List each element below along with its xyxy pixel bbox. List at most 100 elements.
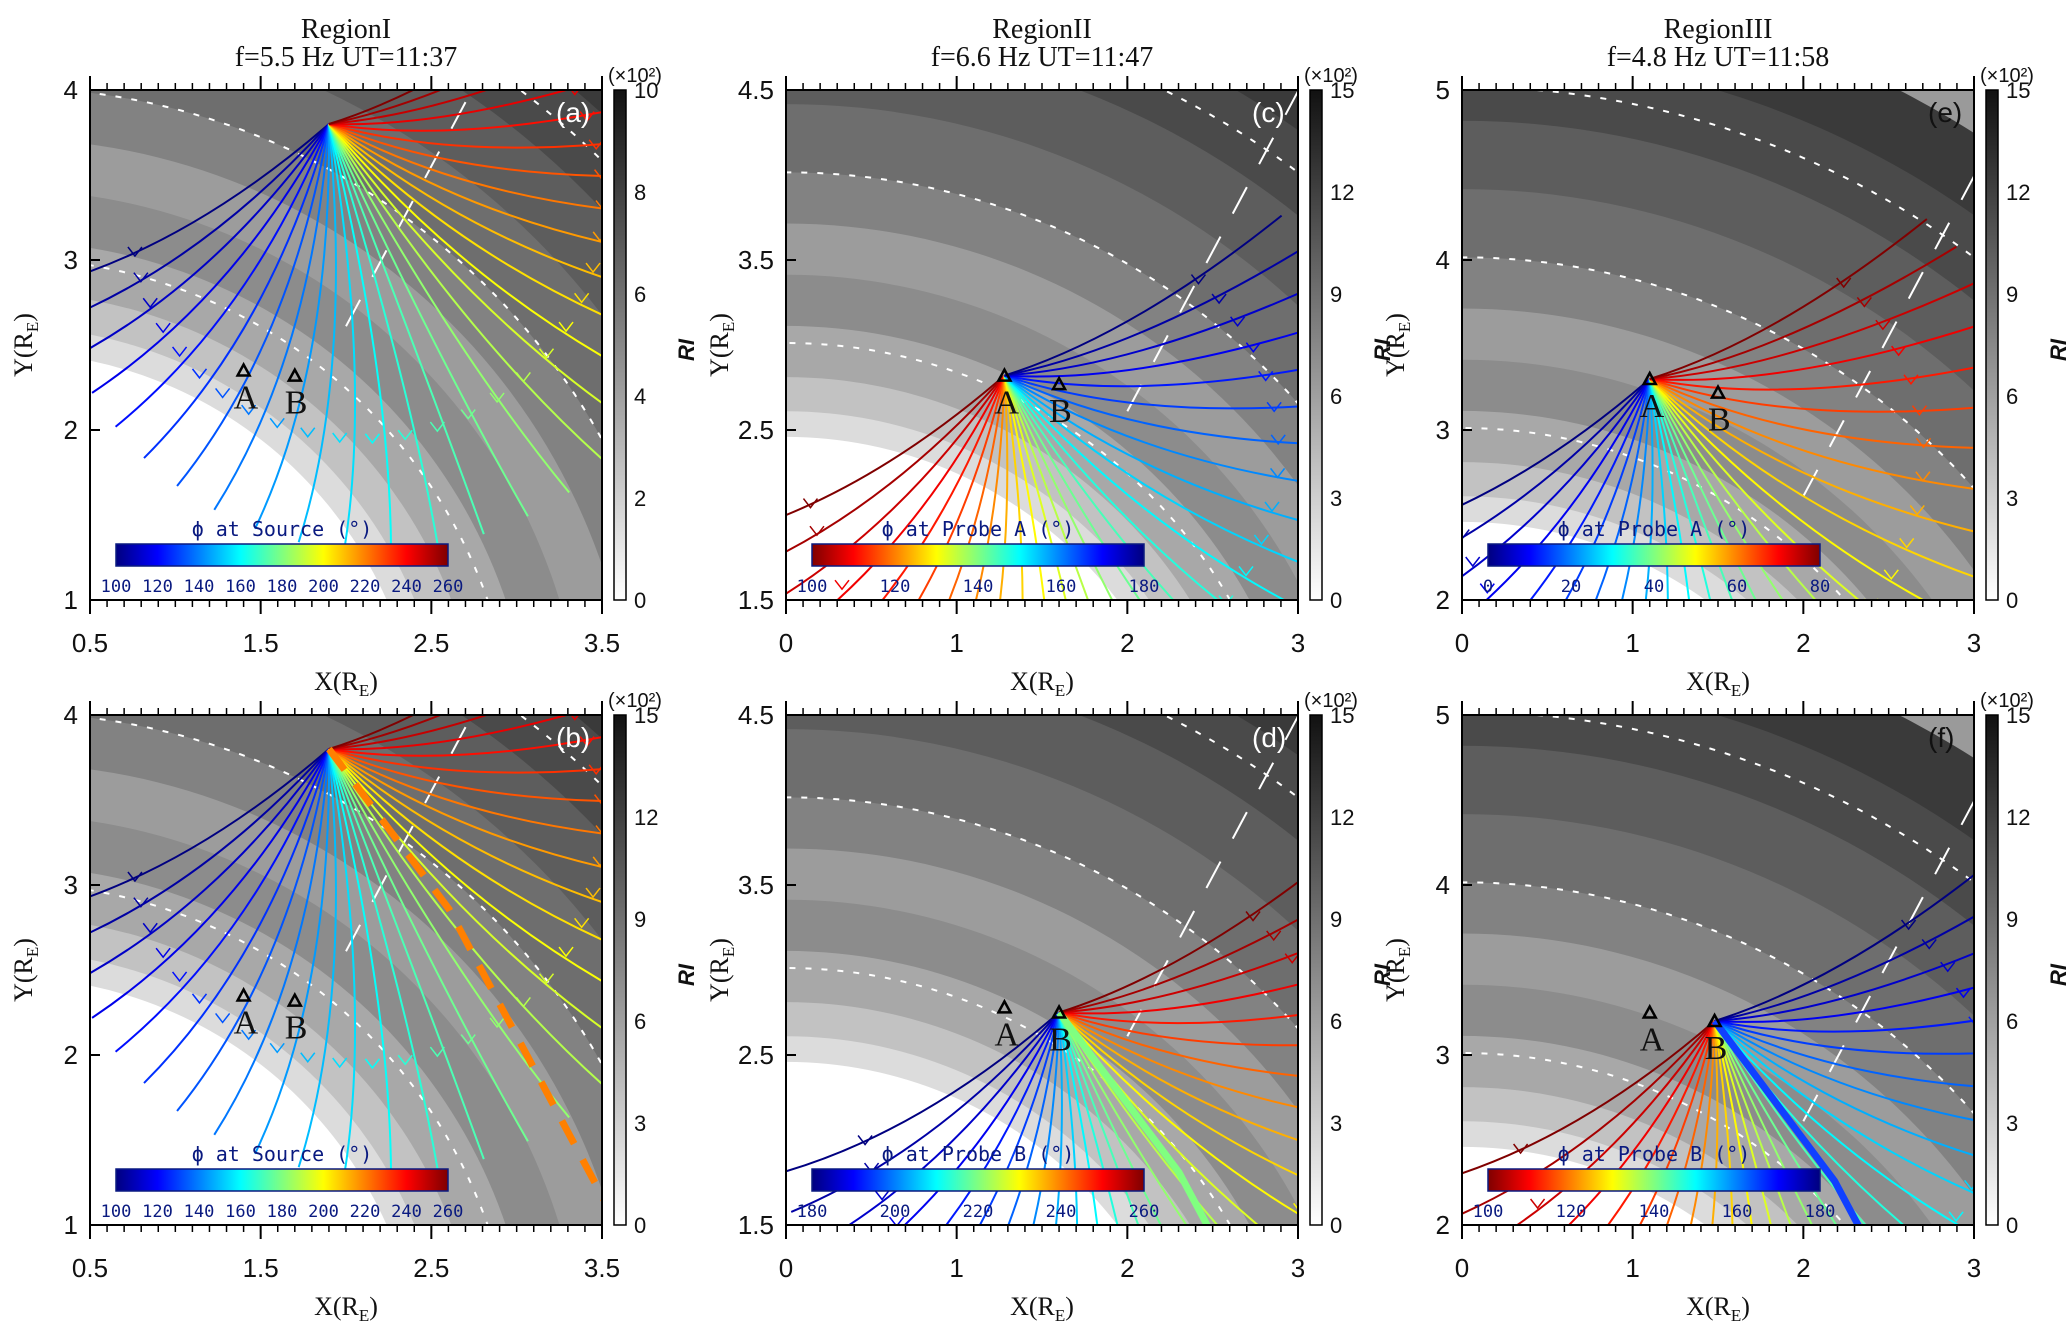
ray-path xyxy=(328,123,602,243)
ray-path xyxy=(1714,1020,1974,1055)
ray-arrow xyxy=(516,648,530,657)
ray-path xyxy=(1462,378,1651,539)
ray-path xyxy=(328,715,416,750)
x-tick-label: 3 xyxy=(1291,628,1305,658)
ray-arrow xyxy=(1157,1312,1171,1321)
x-tick-label: 1 xyxy=(1625,1253,1639,1283)
ray-path xyxy=(91,748,330,1019)
ray-path xyxy=(1058,1012,1162,1225)
ray-arrow xyxy=(595,200,602,210)
ray-arrow xyxy=(538,973,555,984)
ray-path xyxy=(1606,1020,1716,1225)
ri-colorbar-tick: 15 xyxy=(1330,78,1354,103)
ray-arrow xyxy=(171,346,188,358)
ray-path xyxy=(1649,366,1974,391)
ray-path xyxy=(1058,1012,1188,1225)
ray-arrow xyxy=(1883,569,1899,581)
mlat-line xyxy=(1802,799,1974,1122)
ray-path xyxy=(1059,983,1298,1015)
y-tick-label: 1 xyxy=(64,585,78,615)
ray-path xyxy=(1713,1020,1961,1225)
y-tick-label: 2.5 xyxy=(738,1040,774,1070)
ray-path xyxy=(1714,986,1974,1023)
ray-path xyxy=(90,748,330,975)
ray-path xyxy=(1713,1020,1974,1157)
highlight-ray xyxy=(326,746,602,1204)
ray-arrow xyxy=(1462,501,1464,505)
ray-arrow xyxy=(1963,1179,1974,1191)
ray-arrow xyxy=(957,1285,971,1294)
phi-colorbar-tick: 100 xyxy=(101,577,132,597)
ray-arrow xyxy=(1238,565,1254,577)
x-tick-label: 3 xyxy=(1967,1253,1981,1283)
x-axis-label: X(RE) xyxy=(1686,1292,1750,1325)
probe-a-marker xyxy=(1641,370,1658,386)
ray-path xyxy=(1058,1011,1298,1177)
ray-arrow xyxy=(332,1057,348,1069)
ray-arrow xyxy=(558,946,574,958)
ray-path xyxy=(1665,1020,1716,1225)
ray-arrow xyxy=(854,605,868,614)
probe-b-label: B xyxy=(1705,1030,1728,1067)
ray-path xyxy=(786,374,1006,553)
plot-area xyxy=(90,648,602,1225)
ray-arrow xyxy=(579,111,595,122)
phi-colorbar-tick: 260 xyxy=(433,1202,464,1222)
probe-a-label: A xyxy=(234,1005,259,1042)
ri-colorbar-unit: (×10²) xyxy=(608,690,662,712)
ray-arrow xyxy=(1900,919,1917,931)
x-tick-label: 0 xyxy=(779,1253,793,1283)
ray-path xyxy=(1058,1012,1140,1225)
ray-path xyxy=(328,123,602,210)
x-tick-label: 2 xyxy=(1120,1253,1134,1283)
ri-colorbar xyxy=(1309,714,1323,1226)
ray-arrow xyxy=(1840,625,1854,634)
phi-colorbar-title: ϕ at Probe A (°) xyxy=(882,517,1075,541)
ray-path xyxy=(1004,214,1283,377)
ray-arrow xyxy=(1249,1258,1263,1267)
ray-path xyxy=(1714,1020,1974,1088)
ray-arrow xyxy=(1940,961,1956,973)
ri-colorbar-tick: 12 xyxy=(1330,805,1354,830)
ri-colorbar-tick: 6 xyxy=(2006,1009,2018,1034)
phi-colorbar-tick: 140 xyxy=(184,577,215,597)
probe-b-marker xyxy=(1709,383,1727,399)
ray-arrow xyxy=(300,1052,316,1063)
phi-colorbar-tick: 240 xyxy=(1046,1202,1077,1222)
ray-path xyxy=(1003,375,1024,600)
y-axis-label: Y(RE) xyxy=(9,938,42,1002)
ray-path xyxy=(978,1012,1061,1225)
ray-arrow xyxy=(1642,1309,1656,1318)
highlight-ray xyxy=(1056,1010,1212,1225)
phi-colorbar-tick: 140 xyxy=(1639,1202,1670,1222)
phi-colorbar-tick: 240 xyxy=(391,1202,422,1222)
phi-colorbar-tick: 60 xyxy=(1727,577,1747,597)
ray-arrow xyxy=(574,917,590,929)
y-tick-label: 3 xyxy=(64,870,78,900)
ray-arrow xyxy=(908,1242,922,1251)
phi-colorbar-tick: 180 xyxy=(267,1202,298,1222)
ray-path xyxy=(1714,873,1974,1022)
ray-path xyxy=(1638,1020,1716,1225)
phi-colorbar-tick: 120 xyxy=(142,1202,173,1222)
probe-b-label: B xyxy=(285,1010,308,1047)
phi-colorbar-tick: 180 xyxy=(267,577,298,597)
ray-arrow xyxy=(515,996,531,1008)
ray-path xyxy=(328,123,602,405)
x-tick-label: 1 xyxy=(949,628,963,658)
phi-colorbar-title: ϕ at Source (°) xyxy=(192,1142,373,1166)
ri-colorbar-label: RI xyxy=(2046,338,2067,361)
x-tick-label: 1.5 xyxy=(243,628,279,658)
ray-arrow xyxy=(332,432,348,444)
phi-colorbar-title: ϕ at Probe B (°) xyxy=(1558,1142,1751,1166)
ray-arrow xyxy=(876,628,890,637)
ray-path xyxy=(114,123,330,428)
ri-colorbar xyxy=(1309,89,1323,601)
ray-arrow xyxy=(1136,662,1150,671)
ray-arrow xyxy=(1948,1211,1964,1223)
phi-colorbar-tick: 120 xyxy=(880,577,911,597)
ray-path xyxy=(1648,378,1669,600)
probe-a-marker xyxy=(235,986,252,1002)
mlat-line xyxy=(1802,174,1974,497)
ray-arrow xyxy=(932,664,946,673)
